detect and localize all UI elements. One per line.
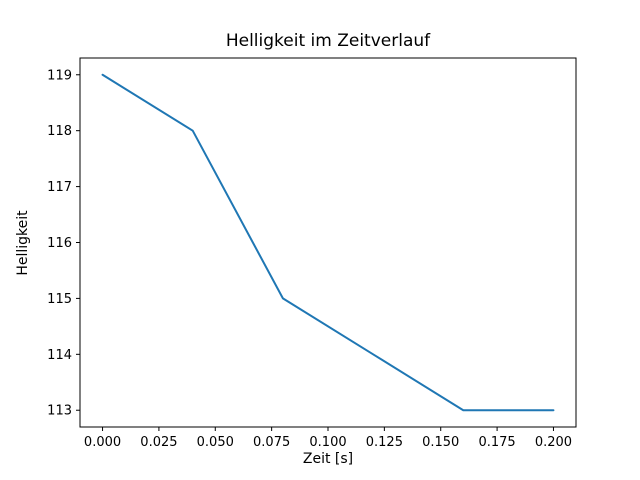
y-tick-label: 117 [47, 180, 72, 195]
x-tick-label: 0.025 [140, 435, 177, 450]
x-tick-label: 0.125 [366, 435, 403, 450]
x-axis-label: Zeit [s] [303, 451, 353, 467]
chart-title: Helligkeit im Zeitverlauf [226, 31, 431, 51]
x-tick-label: 0.100 [309, 435, 346, 450]
x-tick-label: 0.050 [197, 435, 234, 450]
y-tick-label: 115 [47, 292, 72, 307]
y-tick-label: 119 [47, 68, 72, 83]
x-tick-label: 0.200 [535, 435, 572, 450]
y-tick-label: 116 [47, 236, 72, 251]
x-tick-label: 0.150 [422, 435, 459, 450]
axes-spines [79, 57, 577, 428]
x-tick-label: 0.175 [478, 435, 515, 450]
plot-area: 0.000 0.025 0.050 0.075 0.100 0.125 0.150 0.175… [47, 57, 577, 450]
y-tick-label: 114 [47, 348, 72, 363]
y-tick-label: 113 [47, 404, 72, 419]
y-axis-label: Helligkeit [15, 210, 31, 276]
data-line-helligkeit [101, 73, 555, 412]
x-tick-label: 0.000 [84, 435, 121, 450]
y-tick-label: 118 [47, 124, 72, 139]
x-tick-label: 0.075 [253, 435, 290, 450]
